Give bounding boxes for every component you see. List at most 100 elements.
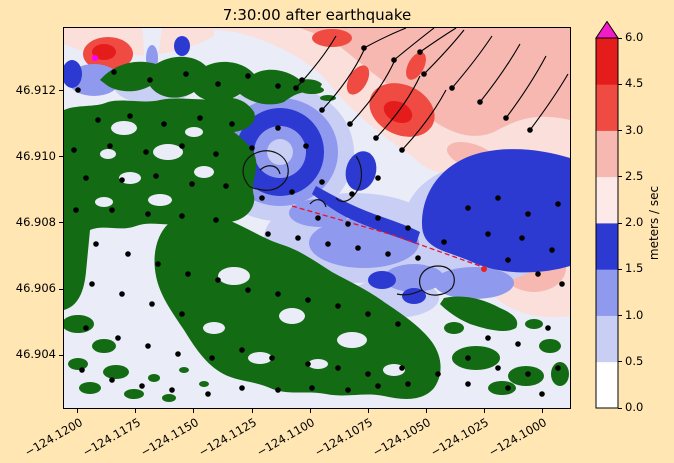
colorbar-tick-mark: [618, 268, 622, 270]
drifter-dot: [93, 241, 99, 247]
drifter-dot: [223, 183, 229, 189]
drifter-dot: [465, 355, 471, 361]
drifter-dot: [305, 297, 311, 303]
drifter-dot: [465, 381, 471, 387]
drifter-dot: [325, 241, 331, 247]
drifter-dot: [149, 301, 155, 307]
drifter-loop-track: [335, 155, 363, 203]
colorbar-tick-label: 0.5: [625, 353, 644, 368]
drifter-dot: [119, 177, 125, 183]
drifter-dot: [213, 151, 219, 157]
drifter-dot: [107, 143, 113, 149]
colorbar-tick-mark: [618, 315, 622, 316]
drifter-dot: [417, 49, 423, 55]
drifter-dot: [189, 181, 195, 187]
drifter-dot: [197, 115, 203, 121]
drifter-dot: [175, 351, 181, 357]
drifter-dot: [249, 145, 255, 151]
drifter-track: [529, 73, 569, 131]
drifter-dot: [295, 235, 301, 241]
drifter-dot: [125, 251, 131, 257]
drifter-track: [505, 55, 547, 119]
drifter-dot: [303, 143, 309, 149]
drifter-track: [423, 29, 465, 75]
drifter-track: [375, 75, 421, 139]
colorbar-band: [596, 38, 618, 85]
x-tick-mark: [425, 409, 427, 413]
drifter-dot: [449, 85, 455, 91]
red-velocity-regions: [83, 29, 435, 137]
drifter-dot: [119, 291, 125, 297]
y-tick-mark: [59, 90, 63, 92]
drifter-dot: [229, 121, 235, 127]
drifter-dot: [215, 277, 221, 283]
y-tick-mark: [59, 222, 63, 224]
drifter-loop-track: [259, 165, 281, 175]
y-tick-mark: [59, 156, 63, 158]
drifter-dot: [179, 213, 185, 219]
drifter-dot: [145, 343, 151, 349]
x-tick-mark: [541, 409, 543, 413]
drifter-dot: [345, 221, 351, 227]
strong-blue-regions: [64, 36, 570, 304]
drifter-dot: [375, 215, 381, 221]
y-tick-label: 46.912: [15, 82, 56, 97]
colorbar-tick-label: 1.5: [625, 261, 644, 276]
colorbar-tick-mark: [618, 130, 622, 131]
drifter-dot: [465, 205, 471, 211]
colorbar-band: [596, 223, 618, 270]
drifter-dot: [495, 195, 501, 201]
map-plot: [64, 28, 570, 408]
colorbar-tick-label: 3.0: [625, 122, 644, 137]
y-tick-mark: [59, 354, 63, 356]
drifter-dot: [145, 211, 151, 217]
colorbar-tick-label: 2.5: [625, 168, 644, 183]
drifter-dot: [505, 385, 511, 391]
drifter-track: [295, 35, 337, 89]
x-tick-mark: [483, 409, 485, 413]
drifter-dot: [399, 365, 405, 371]
gauge-marker: [481, 266, 487, 272]
colorbar-band: [596, 315, 618, 363]
colorbar-tick-label: 1.0: [625, 307, 644, 322]
drifter-dot: [299, 77, 305, 83]
drifter-dot: [421, 71, 427, 77]
drifter-dot: [361, 45, 367, 51]
colorbar-tick-mark: [618, 407, 622, 409]
land-regions: [64, 56, 569, 402]
drifter-dot: [539, 391, 545, 397]
drifter-dot: [505, 257, 511, 263]
drifter-dot: [405, 381, 411, 387]
drifter-dot: [275, 387, 281, 393]
drifter-dot: [147, 77, 153, 83]
drifter-dot: [239, 347, 245, 353]
drifter-dot: [477, 99, 483, 105]
drifter-dot: [179, 311, 185, 317]
drifter-dot: [415, 255, 421, 261]
drifter-dot: [485, 335, 491, 341]
y-tick-label: 46.908: [15, 214, 56, 229]
drifter-dot: [143, 149, 149, 155]
colorbar-band: [596, 130, 618, 178]
drifter-dot: [395, 321, 401, 327]
drifter-dot: [185, 271, 191, 277]
drifter-dot: [275, 291, 281, 297]
drifter-tracks: [242, 28, 569, 296]
drifter-loop-track: [242, 150, 289, 191]
drifter-dot: [153, 173, 159, 179]
drifter-track: [401, 89, 447, 151]
drifter-dot: [239, 385, 245, 391]
drifter-dot: [355, 245, 361, 251]
drifter-dot: [275, 83, 281, 89]
drifter-dot: [319, 179, 325, 185]
drifter-dot: [559, 281, 565, 287]
drifter-dot: [213, 217, 219, 223]
drifter-dot: [345, 387, 351, 393]
drifter-dot: [209, 355, 215, 361]
drifter-dot: [139, 383, 145, 389]
y-tick-label: 46.906: [15, 281, 56, 296]
drifter-dot: [545, 325, 551, 331]
drifter-track: [479, 43, 521, 103]
drifter-dot: [155, 261, 161, 267]
y-tick-label: 46.910: [15, 148, 56, 163]
